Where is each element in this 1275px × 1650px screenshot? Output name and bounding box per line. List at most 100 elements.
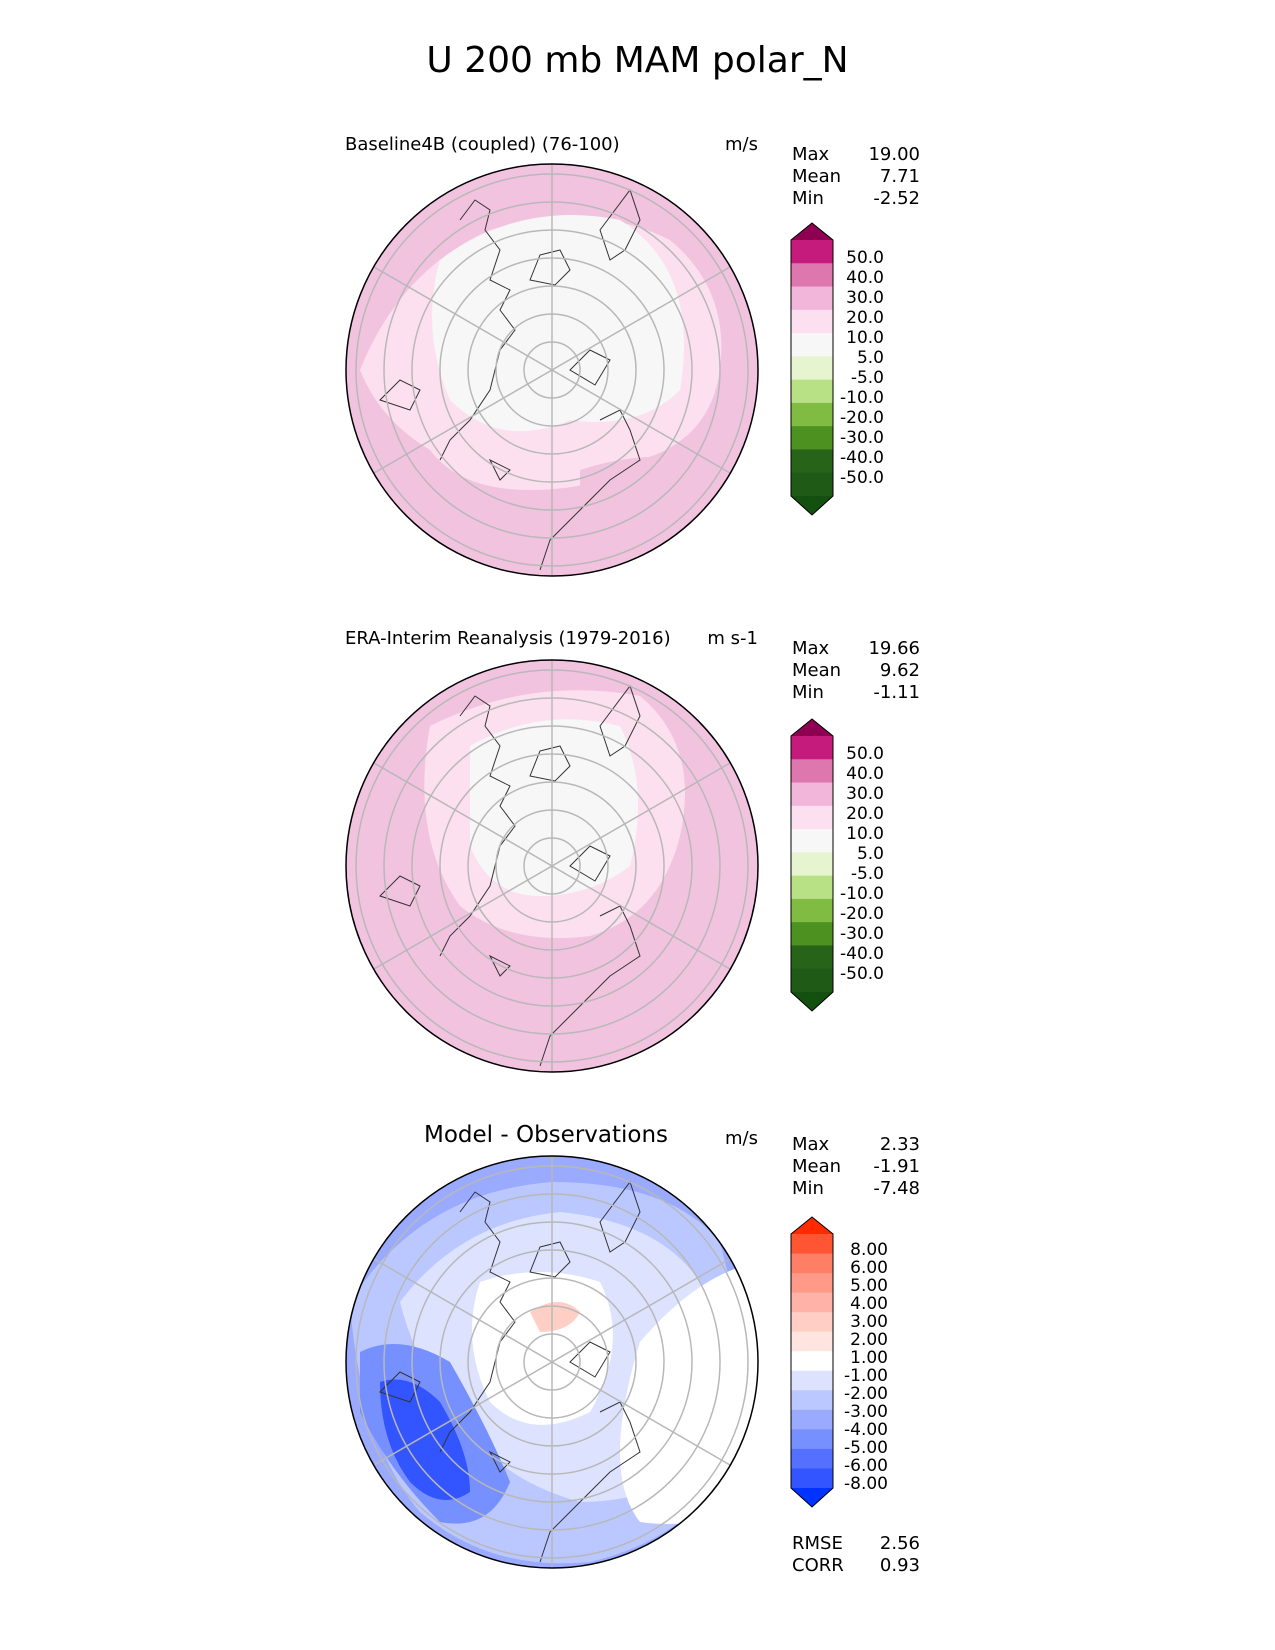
colorbar-band	[791, 1429, 833, 1450]
colorbar-band	[791, 945, 833, 970]
colorbar-tick: 1.00	[850, 1348, 888, 1368]
colorbar-tick: -1.00	[844, 1366, 888, 1386]
panel-obs-units: m s-1	[707, 628, 758, 649]
colorbar-swatches	[790, 1216, 834, 1508]
colorbar-extend-max	[791, 719, 833, 736]
stat-label: Mean	[792, 166, 842, 187]
panel-obs-subtitle: ERA-Interim Reanalysis (1979-2016)	[345, 628, 671, 649]
colorbar-band	[791, 1409, 833, 1430]
colorbar-band	[791, 263, 833, 288]
colorbar-band	[791, 805, 833, 830]
stat-label: Mean	[792, 1156, 842, 1177]
stat-value: -2.52	[873, 188, 920, 209]
colorbar-tick: 10.0	[846, 824, 884, 844]
graticule	[355, 1156, 749, 1568]
colorbar-band	[791, 356, 833, 381]
map-boundary	[345, 1155, 759, 1569]
colorbar-band	[791, 968, 833, 993]
panel-diff-subtitle: Model - Observations	[424, 1122, 669, 1148]
colorbar-tick: 20.0	[846, 308, 884, 328]
field-negative-core	[380, 1379, 470, 1500]
colorbar-tick: -40.0	[840, 944, 884, 964]
colorbar-tick: -50.0	[840, 964, 884, 984]
colorbar-band	[791, 875, 833, 900]
graticule	[355, 164, 749, 576]
colorbar-tick: 30.0	[846, 784, 884, 804]
colorbar-extend-min	[791, 992, 833, 1011]
colorbar-tick: 10.0	[846, 328, 884, 348]
colorbar-band	[791, 449, 833, 474]
colorbar-band	[791, 898, 833, 923]
colorbar-extend-max	[791, 223, 833, 240]
colorbar-band	[791, 829, 833, 853]
colorbar-tick: -5.0	[850, 368, 884, 388]
panel-diff-stats: Max 2.33 Mean -1.91 Min -7.48	[792, 1134, 920, 1200]
colorbar-extend-min	[791, 496, 833, 515]
colorbar-band	[791, 402, 833, 427]
field-band-neutral-east	[620, 1262, 758, 1524]
metric-label: RMSE	[792, 1533, 843, 1554]
stat-label: Max	[792, 638, 830, 659]
panel-obs-stats: Max 19.66 Mean 9.62 Min -1.11	[792, 638, 920, 704]
colorbar-tick: -20.0	[840, 904, 884, 924]
colorbar-band	[791, 852, 833, 877]
stat-value: 19.66	[868, 638, 920, 659]
colorbar-outline	[790, 718, 834, 1012]
stat-value: 2.33	[879, 1134, 920, 1155]
stat-label: Max	[792, 144, 830, 165]
colorbar-tick: 3.00	[850, 1312, 888, 1332]
colorbar-extend-min	[791, 1488, 833, 1507]
colorbar-band	[791, 1331, 833, 1352]
stat-value: -7.48	[873, 1178, 920, 1199]
metric-value: 0.93	[879, 1555, 920, 1576]
colorbar-tick: -40.0	[840, 448, 884, 468]
panel-diff-metrics: RMSE 2.56 CORR 0.93	[792, 1533, 920, 1577]
colorbar-band	[791, 309, 833, 334]
colorbar-band	[791, 472, 833, 497]
panel-obs-map	[345, 659, 759, 1073]
map-boundary	[345, 163, 759, 577]
colorbar-tick: -10.0	[840, 388, 884, 408]
stat-value: -1.11	[873, 682, 920, 703]
graticule	[355, 660, 749, 1072]
panel-model-stats: Max 19.00 Mean 7.71 Min -2.52	[792, 144, 920, 210]
colorbar-tick: -3.00	[844, 1402, 888, 1422]
colorbar-tick: -50.0	[840, 468, 884, 488]
colorbar-band	[791, 736, 833, 760]
panel-diff-colorbar	[790, 1216, 834, 1512]
colorbar-band	[791, 782, 833, 807]
colorbar-band	[791, 426, 833, 450]
colorbar-tick: -30.0	[840, 924, 884, 944]
colorbar-tick: 50.0	[846, 248, 884, 268]
colorbar-tick: 6.00	[850, 1258, 888, 1278]
colorbar-tick: 20.0	[846, 804, 884, 824]
colorbar-band	[791, 1312, 833, 1333]
colorbar-tick: 40.0	[846, 764, 884, 784]
map-boundary	[345, 659, 759, 1073]
colorbar-tick: 40.0	[846, 268, 884, 288]
colorbar-band	[791, 1253, 833, 1274]
stat-label: Min	[792, 1178, 824, 1199]
colorbar-tick: -8.00	[844, 1474, 888, 1494]
panel-model-colorbar	[790, 222, 834, 520]
stat-value: 9.62	[879, 660, 920, 681]
panel-model-units: m/s	[725, 134, 758, 155]
stat-label: Max	[792, 1134, 830, 1155]
colorbar-swatches	[790, 222, 834, 516]
colorbar-tick: -10.0	[840, 884, 884, 904]
colorbar-tick: 50.0	[846, 744, 884, 764]
colorbar-tick: 5.0	[856, 348, 884, 368]
coastlines	[379, 188, 641, 571]
field-band-patch	[580, 456, 706, 540]
panel-model-map	[345, 163, 759, 577]
colorbar-band	[791, 1370, 833, 1391]
colorbar-tick: -30.0	[840, 428, 884, 448]
colorbar-tick: 5.0	[856, 844, 884, 864]
stat-value: 19.00	[868, 144, 920, 165]
colorbar-band	[791, 1468, 833, 1489]
stat-value: 7.71	[879, 166, 920, 187]
colorbar-band	[791, 333, 833, 357]
colorbar-tick: -5.00	[844, 1438, 888, 1458]
colorbar-band	[791, 379, 833, 404]
stat-label: Min	[792, 682, 824, 703]
